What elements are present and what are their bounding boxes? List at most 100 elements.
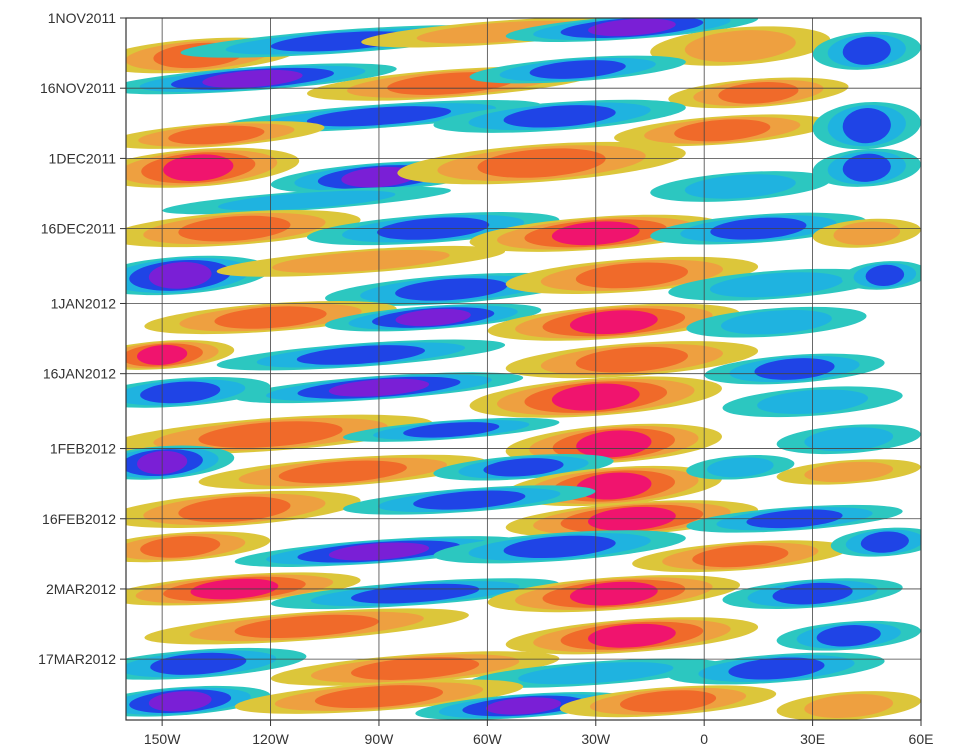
anomaly-band [126,255,271,296]
anomaly-band [841,261,921,290]
contour-level [178,496,291,523]
anomaly-band [812,101,921,150]
y-tick-label: 1NOV2011 [48,10,116,26]
contour-level [709,272,844,298]
y-axis-ticks: 1NOV2011 16NOV2011 1DEC2011 16DEC2011 1JAN20… [38,10,126,667]
contour-level [477,148,606,178]
anomaly-band [650,171,831,202]
anomaly-band [686,306,867,338]
shaded-bands [126,18,921,720]
anomaly-band [433,530,686,564]
contour-level [833,221,901,246]
contour-level [816,625,881,647]
contour-level [140,535,221,558]
contour-level [754,358,835,380]
contour-level [403,422,500,438]
y-tick-label: 16JAN2012 [43,366,116,382]
contour-level [804,693,894,718]
contour-level [296,345,425,365]
anomaly-band [126,531,271,563]
contour-level [351,657,480,680]
x-tick-label: 30W [581,731,611,747]
anomaly-band [505,423,722,465]
anomaly-band [632,540,849,573]
anomaly-band [559,685,777,718]
contour-level [483,458,564,477]
anomaly-band [397,141,686,185]
contour-level [148,691,212,712]
contour-level [576,430,652,458]
x-tick-label: 150W [144,731,181,747]
y-tick-label: 1DEC2011 [49,150,117,166]
contour-level [718,82,799,104]
anomaly-band [343,417,560,442]
contour-level [588,18,676,37]
contour-level [692,545,789,568]
y-tick-label: 2MAR2012 [46,581,116,597]
anomaly-band [686,455,795,480]
x-tick-label: 60E [909,731,934,747]
anomaly-band [505,341,759,379]
contour-level [202,69,303,88]
contour-level [395,308,471,327]
anomaly-band [126,147,300,188]
x-tick-label: 0 [700,731,708,747]
anomaly-band [469,55,686,84]
anomaly-band [487,575,741,613]
x-tick-label: 90W [365,731,395,747]
contour-level [576,472,652,500]
anomaly-band [216,245,506,277]
y-tick-label: 1JAN2012 [51,295,117,311]
contour-level [278,460,407,484]
anomaly-band [668,268,885,301]
contour-level [569,310,658,335]
plot-frame [125,17,922,721]
contour-level [804,427,894,452]
y-tick-label: 1FEB2012 [50,441,116,457]
x-tick-label: 60W [473,731,503,747]
contour-level [140,381,221,404]
anomaly-band [487,303,741,341]
anomaly-band [126,63,397,95]
contour-level [720,309,832,335]
contour-level [529,60,626,79]
contour-level [148,262,212,289]
contour-level [674,119,771,142]
contour-level [860,531,909,553]
anomaly-band [830,527,921,557]
contour-level [413,490,526,510]
contour-level [395,278,508,301]
contour-level [217,190,396,211]
contour-level [619,690,717,713]
anomaly-band [812,31,921,70]
anomaly-band [505,617,759,655]
anomaly-band [126,647,307,680]
contour-level [485,697,562,715]
anomaly-band [505,18,759,42]
contour-level [865,264,905,286]
contour-level [575,262,688,289]
anomaly-band [812,218,921,248]
y-tick-label: 16FEB2012 [42,511,116,527]
y-tick-label: 16NOV2011 [40,80,116,96]
contour-level [842,108,891,144]
x-tick-label: 120W [252,731,289,747]
anomaly-band [668,77,849,109]
contour-level [684,174,796,199]
contour-level [575,346,688,373]
contour-level [728,657,825,680]
contour-level [569,581,658,606]
anomaly-band [650,26,831,66]
anomaly-band [126,377,271,408]
contour-level [163,154,234,182]
contour-level [684,30,796,63]
anomaly-band [126,685,271,717]
contour-level [272,249,450,273]
y-tick-label: 17MAR2012 [38,651,116,667]
contour-level [842,36,891,65]
anomaly-band [614,114,831,147]
contour-level [588,623,676,648]
anomaly-band [216,339,506,371]
anomaly-band [704,353,885,385]
